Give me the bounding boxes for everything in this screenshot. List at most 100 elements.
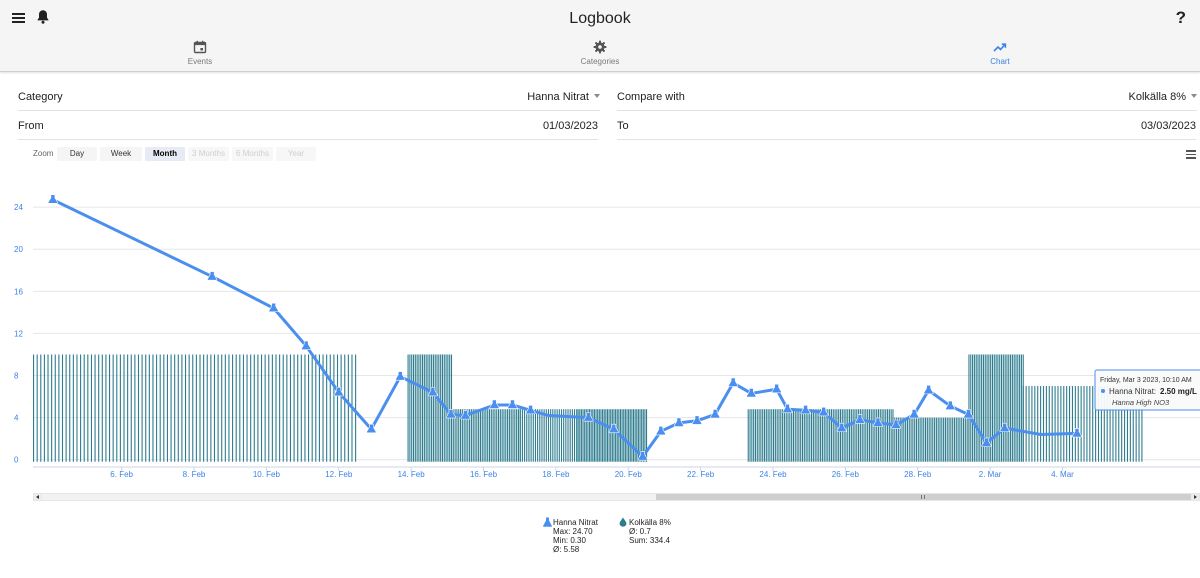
bar — [602, 409, 604, 462]
bar — [865, 409, 867, 462]
zoom-label: Zoom — [33, 149, 54, 158]
bar — [450, 354, 453, 462]
legend-item-hanna-nitrat[interactable]: Hanna Nitrat Max: 24.70 Min: 0.30 Ø: 5.5… — [543, 517, 623, 559]
bar — [946, 417, 948, 462]
y-tick-label: 16 — [14, 287, 23, 296]
bar — [141, 354, 143, 462]
category-label: Category — [18, 91, 63, 103]
bar — [499, 409, 501, 462]
menu-button[interactable] — [10, 10, 28, 26]
zoom-week-button[interactable]: Week — [100, 147, 142, 161]
bar — [470, 409, 472, 462]
bar — [803, 409, 805, 462]
flask-marker — [489, 399, 500, 409]
bar — [897, 417, 899, 462]
tab-chart[interactable]: Chart — [800, 40, 1200, 72]
bar — [623, 409, 625, 462]
bar — [997, 354, 999, 462]
bar — [487, 409, 489, 462]
bar — [611, 409, 613, 462]
compare-select[interactable]: Compare with Kolkälla 8% — [617, 82, 1197, 111]
bar — [988, 354, 990, 462]
bar — [510, 409, 512, 462]
bar — [912, 417, 914, 462]
bar — [469, 409, 471, 462]
bar — [508, 409, 510, 462]
bar — [957, 417, 959, 462]
bar — [1011, 354, 1013, 462]
y-tick-label: 8 — [14, 372, 19, 381]
bar — [101, 354, 103, 462]
bar — [485, 409, 487, 462]
bar — [582, 409, 584, 462]
bar — [483, 409, 485, 462]
bar — [1097, 386, 1100, 462]
bar — [861, 409, 863, 462]
tooltip-box — [1094, 369, 1200, 411]
app-bar: Logbook ? Events Categories — [0, 0, 1200, 72]
compare-label: Compare with — [617, 91, 685, 103]
help-button[interactable]: ? — [1175, 8, 1186, 27]
zoom-day-button[interactable]: Day — [57, 147, 97, 161]
notifications-button[interactable] — [36, 9, 52, 27]
bar — [1071, 386, 1074, 462]
bar — [490, 409, 492, 462]
category-select[interactable]: Category Hanna Nitrat — [18, 82, 600, 111]
bar — [431, 354, 433, 462]
bar — [624, 409, 626, 462]
bar — [1040, 386, 1042, 462]
x-tick-label: 22. Feb — [687, 470, 715, 479]
x-tick-label: 4. Mar — [1051, 470, 1074, 479]
bar — [554, 409, 556, 462]
bar — [579, 409, 581, 462]
bar — [221, 354, 223, 462]
bar — [1106, 386, 1108, 462]
to-date-field[interactable]: To 03/03/2023 — [617, 111, 1196, 140]
bar — [792, 409, 795, 462]
legend-min: Min: 0.30 — [553, 536, 586, 545]
tab-events[interactable]: Events — [0, 40, 400, 72]
bar — [805, 409, 807, 462]
flask-marker — [460, 410, 471, 420]
bar — [340, 354, 342, 462]
tab-categories[interactable]: Categories — [400, 40, 800, 72]
chart-scrollbar[interactable] — [33, 493, 1200, 501]
bar — [541, 409, 543, 462]
tooltip-series: Hanna Nitrat: — [1109, 387, 1156, 396]
bar — [588, 409, 591, 462]
bar — [1028, 386, 1030, 462]
legend-item-kolkalla[interactable]: Kolkälla 8% Ø: 0.7 Sum: 334.4 — [619, 517, 699, 547]
bar — [148, 354, 150, 462]
bar — [478, 409, 480, 462]
scroll-right-arrow-icon[interactable] — [1191, 494, 1199, 500]
scrollbar-thumb[interactable] — [656, 494, 1191, 500]
bar — [47, 354, 49, 462]
bar — [447, 354, 449, 462]
gear-icon — [593, 40, 607, 54]
bar — [845, 409, 847, 462]
chart-context-menu-button[interactable] — [1186, 150, 1198, 160]
bar — [850, 409, 852, 462]
bar — [787, 409, 789, 462]
zoom-month-button[interactable]: Month — [145, 147, 185, 161]
x-tick-label: 14. Feb — [398, 470, 426, 479]
scroll-left-arrow-icon[interactable] — [34, 494, 42, 500]
x-tick-label: 8. Feb — [183, 470, 206, 479]
flask-marker — [771, 383, 782, 394]
bar — [854, 409, 856, 462]
bar — [418, 354, 420, 462]
from-date-field[interactable]: From 01/03/2023 — [18, 111, 598, 140]
y-tick-label: 4 — [14, 414, 19, 423]
bar — [228, 354, 230, 462]
nitrate-chart[interactable]: 0 4 8 12 16 20 24 6. Feb 8. Feb 10. Feb 12. Feb 14.… — [0, 165, 1200, 485]
bar — [629, 409, 631, 462]
bar — [914, 417, 916, 462]
bar — [429, 354, 431, 462]
bar — [422, 354, 424, 462]
flask-marker — [691, 415, 703, 425]
bar — [836, 409, 838, 462]
bar — [859, 409, 861, 462]
bar — [1004, 354, 1006, 462]
flask-marker — [800, 404, 811, 415]
bar — [1103, 386, 1105, 462]
